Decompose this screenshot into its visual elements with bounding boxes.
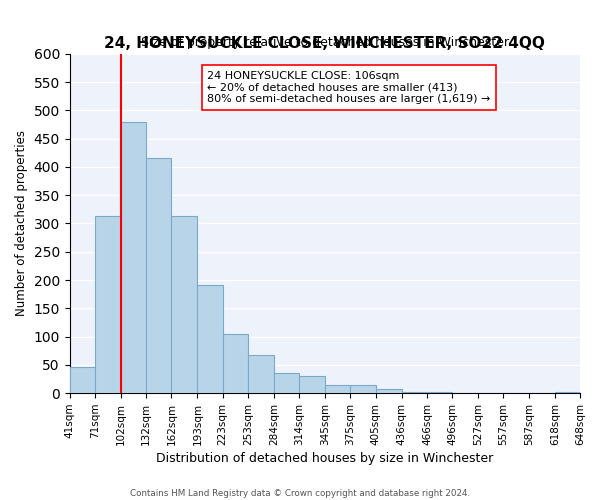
Bar <box>121 122 146 393</box>
Bar <box>172 216 197 393</box>
Bar <box>325 386 350 393</box>
Title: 24, HONEYSUCKLE CLOSE, WINCHESTER, SO22 4QQ: 24, HONEYSUCKLE CLOSE, WINCHESTER, SO22 … <box>104 36 545 51</box>
Bar <box>274 374 299 393</box>
Bar <box>427 392 452 393</box>
Bar <box>402 392 427 393</box>
Bar <box>299 376 325 393</box>
Y-axis label: Number of detached properties: Number of detached properties <box>15 130 28 316</box>
Text: 24 HONEYSUCKLE CLOSE: 106sqm
← 20% of detached houses are smaller (413)
80% of s: 24 HONEYSUCKLE CLOSE: 106sqm ← 20% of de… <box>208 70 491 104</box>
Text: Contains HM Land Registry data © Crown copyright and database right 2024.: Contains HM Land Registry data © Crown c… <box>130 488 470 498</box>
Bar <box>223 334 248 393</box>
X-axis label: Distribution of detached houses by size in Winchester: Distribution of detached houses by size … <box>156 452 493 465</box>
Bar <box>555 392 580 393</box>
Bar <box>376 388 402 393</box>
Bar <box>197 284 223 393</box>
Bar <box>70 366 95 393</box>
Bar <box>350 386 376 393</box>
Bar <box>95 216 121 393</box>
Bar <box>248 356 274 393</box>
Bar <box>146 158 172 393</box>
Text: Size of property relative to detached houses in Winchester: Size of property relative to detached ho… <box>141 36 509 49</box>
